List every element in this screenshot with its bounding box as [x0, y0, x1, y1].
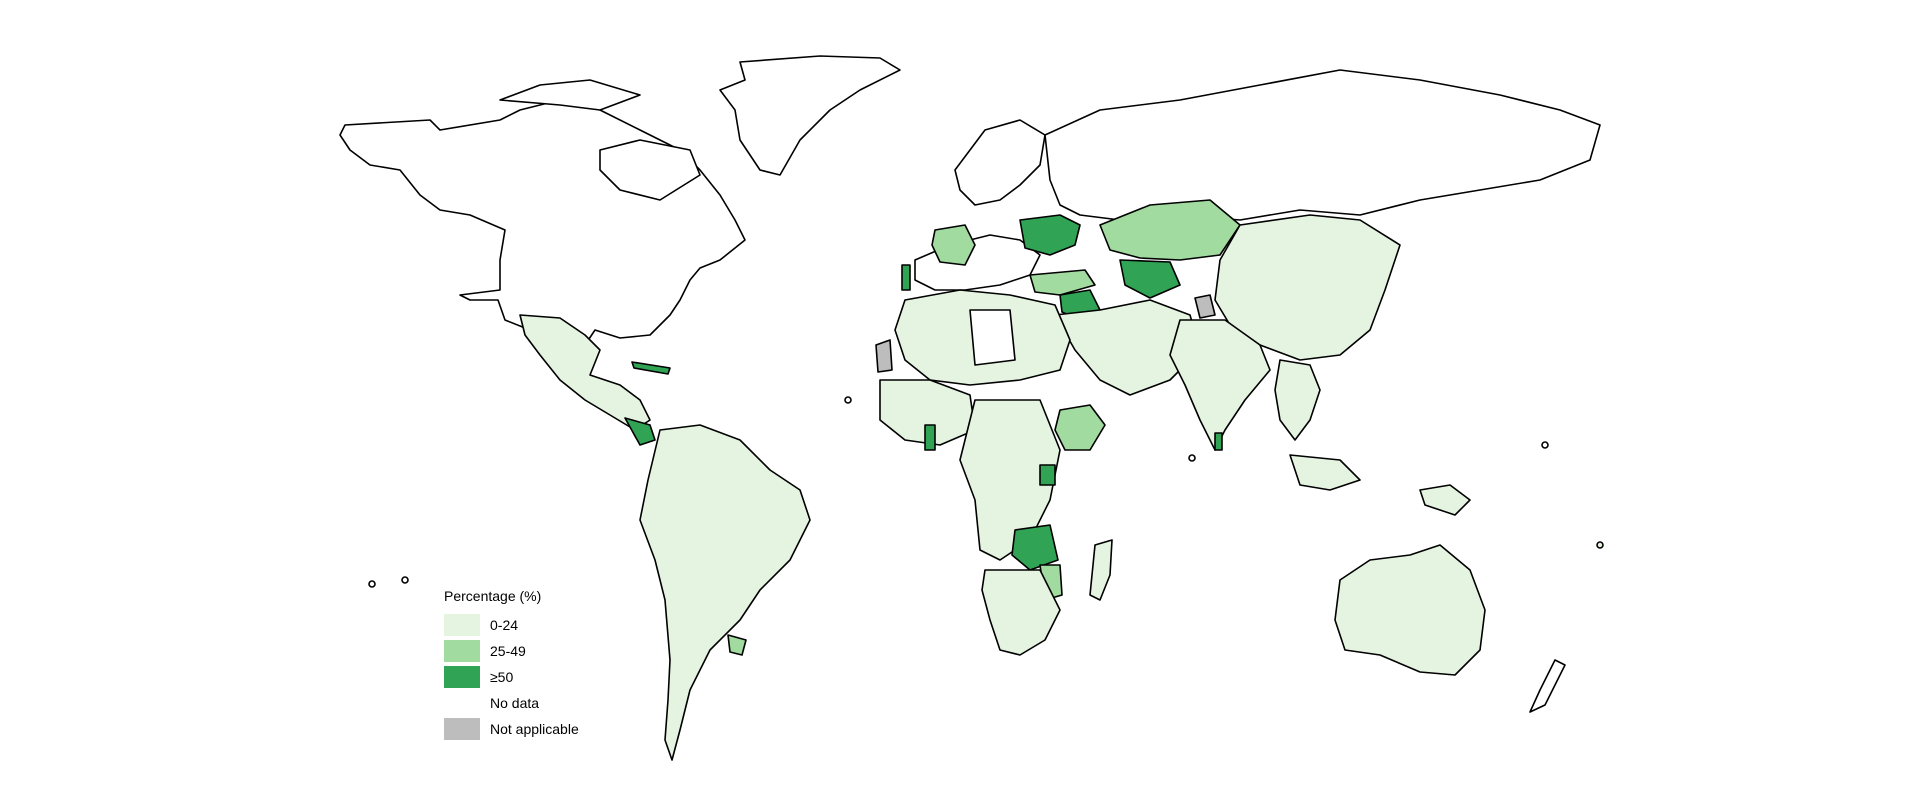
region-north-america — [339, 99, 746, 351]
legend-swatch — [444, 718, 480, 740]
region-central-asia — [1119, 259, 1181, 299]
region-sahara-nodata — [969, 309, 1016, 366]
island-marker — [1596, 541, 1604, 549]
region-western-sahara — [875, 339, 893, 373]
region-west-africa — [879, 379, 976, 446]
region-zambia-malawi — [1011, 524, 1059, 571]
region-southern-africa — [981, 569, 1061, 656]
region-greenland — [719, 55, 901, 176]
region-portugal — [901, 264, 911, 291]
region-mexico — [519, 314, 651, 431]
legend-item: No data — [444, 690, 579, 716]
region-indonesia — [1289, 454, 1361, 491]
region-uganda — [1039, 464, 1056, 486]
legend-item: Not applicable — [444, 716, 579, 742]
legend-swatch — [444, 666, 480, 688]
legend-item: 25-49 — [444, 638, 579, 664]
legend-label: ≥50 — [490, 669, 514, 685]
region-ethiopia — [1054, 404, 1106, 451]
region-southeast-asia — [1274, 359, 1321, 441]
region-china — [1214, 214, 1401, 361]
region-scandinavia — [954, 119, 1046, 206]
legend-label: No data — [490, 695, 540, 711]
region-madagascar — [1089, 539, 1113, 601]
region-india — [1169, 319, 1271, 451]
legend-swatch — [444, 640, 480, 662]
island-marker — [1188, 454, 1196, 462]
legend-label: 25-49 — [490, 643, 526, 659]
region-uruguay — [727, 634, 747, 656]
region-south-america — [639, 424, 811, 761]
island-marker — [844, 396, 852, 404]
region-kazakhstan — [1099, 199, 1241, 261]
legend-item: 0-24 — [444, 612, 579, 638]
legend-item: ≥50 — [444, 664, 579, 690]
map-legend: Percentage (%) 0-24 25-49 ≥50 No data No… — [444, 588, 579, 742]
legend-swatch — [444, 614, 480, 636]
region-sri-lanka — [1214, 432, 1223, 451]
region-france — [931, 224, 976, 266]
legend-label: 0-24 — [490, 617, 519, 633]
legend-swatch — [444, 692, 480, 714]
region-central-america — [624, 417, 656, 446]
region-turkey — [1029, 269, 1096, 296]
region-ghana — [924, 424, 936, 451]
region-png — [1419, 484, 1471, 516]
region-arctic-islands — [499, 79, 641, 111]
region-new-zealand — [1529, 659, 1566, 713]
region-arctic-islands-2 — [599, 139, 701, 201]
region-australia — [1334, 544, 1486, 676]
legend-label: Not applicable — [490, 721, 579, 737]
legend-title: Percentage (%) — [444, 588, 542, 604]
region-ukraine-belarus — [1019, 214, 1081, 256]
island-marker — [1541, 441, 1549, 449]
region-kashmir — [1194, 294, 1216, 319]
island-marker — [368, 580, 376, 588]
region-russia — [1044, 69, 1601, 221]
island-marker — [401, 576, 409, 584]
region-cuba — [631, 361, 671, 375]
